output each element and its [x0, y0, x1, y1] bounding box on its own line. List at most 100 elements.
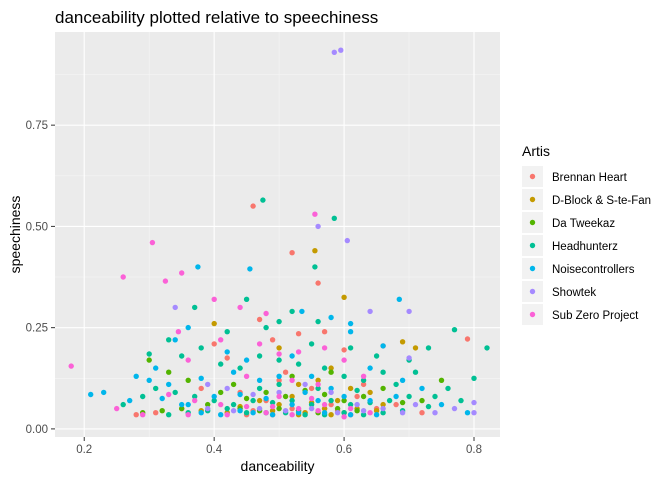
- data-point: [341, 347, 346, 352]
- data-point: [296, 331, 301, 336]
- data-point: [186, 378, 191, 383]
- data-point: [445, 386, 450, 391]
- legend: Brennan HeartD-Block & S-te-FanDa Tweeka…: [522, 166, 651, 325]
- x-tick-label: 0.2: [76, 444, 92, 456]
- data-point: [101, 390, 106, 395]
- legend-label: Noisecontrollers: [552, 264, 635, 276]
- data-point: [309, 341, 314, 346]
- data-point: [361, 408, 366, 413]
- data-point: [322, 410, 327, 415]
- data-point: [225, 349, 230, 354]
- y-tick-label: 0.00: [26, 424, 48, 436]
- data-point: [176, 329, 181, 334]
- x-axis-label: danceability: [241, 458, 315, 474]
- data-point: [354, 408, 359, 413]
- data-point: [192, 398, 197, 403]
- data-point: [153, 386, 158, 391]
- data-point: [348, 386, 353, 391]
- data-point: [387, 398, 392, 403]
- data-point: [186, 412, 191, 417]
- data-point: [397, 297, 402, 302]
- data-point: [212, 297, 217, 302]
- data-point: [309, 406, 314, 411]
- data-point: [218, 337, 223, 342]
- data-point: [335, 398, 340, 403]
- data-point: [231, 370, 236, 375]
- data-point: [413, 402, 418, 407]
- legend-key-marker: [530, 174, 535, 179]
- data-point: [283, 394, 288, 399]
- data-point: [471, 410, 476, 415]
- data-point: [345, 238, 350, 243]
- data-point: [299, 309, 304, 314]
- data-point: [315, 398, 320, 403]
- data-point: [276, 351, 281, 356]
- data-point: [166, 370, 171, 375]
- data-point: [147, 351, 152, 356]
- data-point: [312, 212, 317, 217]
- data-point: [199, 345, 204, 350]
- legend-title: Artis: [522, 143, 550, 159]
- data-point: [289, 250, 294, 255]
- legend-label: Sub Zero Project: [552, 310, 639, 322]
- data-point: [263, 390, 268, 395]
- data-point: [380, 386, 385, 391]
- data-point: [315, 382, 320, 387]
- data-point: [121, 402, 126, 407]
- data-point: [406, 309, 411, 314]
- x-tick-label: 0.6: [336, 444, 352, 456]
- data-point: [173, 390, 178, 395]
- data-point: [367, 410, 372, 415]
- data-point: [212, 341, 217, 346]
- data-point: [276, 319, 281, 324]
- data-point: [348, 412, 353, 417]
- data-point: [312, 248, 317, 253]
- data-point: [166, 382, 171, 387]
- data-point: [179, 270, 184, 275]
- data-point: [199, 410, 204, 415]
- data-point: [147, 378, 152, 383]
- data-point: [338, 48, 343, 53]
- data-point: [199, 386, 204, 391]
- data-point: [134, 374, 139, 379]
- data-point: [237, 365, 242, 370]
- data-point: [225, 412, 230, 417]
- data-point: [332, 216, 337, 221]
- data-point: [186, 402, 191, 407]
- data-point: [374, 353, 379, 358]
- data-point: [225, 329, 230, 334]
- data-point: [263, 325, 268, 330]
- x-tick-label: 0.4: [206, 444, 223, 456]
- legend-key-marker: [530, 220, 535, 225]
- data-point: [276, 406, 281, 411]
- data-point: [244, 357, 249, 362]
- data-point: [225, 386, 230, 391]
- data-point: [231, 402, 236, 407]
- data-point: [153, 365, 158, 370]
- data-point: [452, 406, 457, 411]
- data-point: [400, 400, 405, 405]
- data-point: [296, 361, 301, 366]
- data-point: [244, 374, 249, 379]
- data-point: [244, 404, 249, 409]
- data-point: [212, 321, 217, 326]
- data-point: [263, 410, 268, 415]
- legend-key-marker: [530, 266, 535, 271]
- data-point: [276, 357, 281, 362]
- data-point: [315, 224, 320, 229]
- data-point: [367, 309, 372, 314]
- data-point: [205, 382, 210, 387]
- x-tick-label: 0.8: [466, 444, 482, 456]
- data-point: [309, 396, 314, 401]
- data-point: [163, 278, 168, 283]
- data-point: [322, 402, 327, 407]
- data-point: [432, 410, 437, 415]
- data-point: [250, 398, 255, 403]
- data-point: [276, 345, 281, 350]
- data-point: [419, 386, 424, 391]
- data-point: [250, 392, 255, 397]
- data-point: [166, 412, 171, 417]
- chart-title: danceability plotted relative to speechi…: [55, 8, 378, 27]
- data-point: [289, 412, 294, 417]
